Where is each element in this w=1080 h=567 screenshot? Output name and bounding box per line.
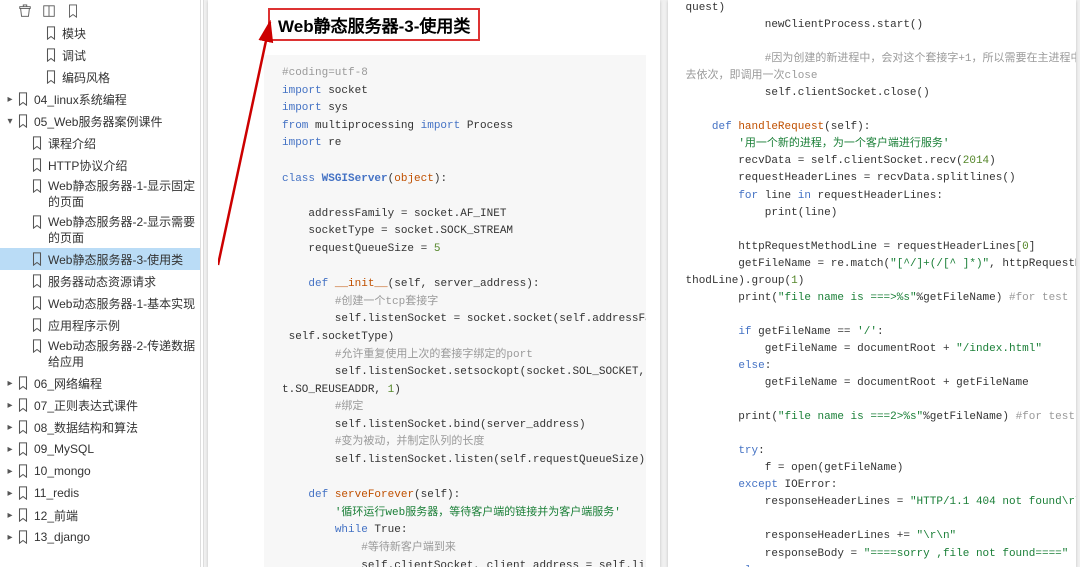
bookmark-icon [30,274,44,288]
sidebar-item[interactable]: 调试 [0,44,200,66]
bookmark-icon [16,398,30,412]
sidebar-item-label: Web静态服务器-1-显示固定的页面 [48,179,196,210]
bookmark-icon [30,252,44,266]
sidebar-item-label: 应用程序示例 [48,317,196,334]
bookmark-icon [16,464,30,478]
caret-right-icon[interactable]: ▸ [4,510,16,521]
page-title: Web静态服务器-3-使用类 [268,8,480,41]
sidebar-item[interactable]: ▸ 06_网络编程 [0,372,200,394]
sidebar-item-label: Web静态服务器-2-显示需要的页面 [48,215,196,246]
caret-right-icon[interactable]: ▸ [4,400,16,411]
sidebar-item[interactable]: Web动态服务器-1-基本实现 [0,292,200,314]
caret-right-icon[interactable]: ▸ [4,532,16,543]
bookmark-icon [16,92,30,106]
sidebar-item[interactable]: 编码风格 [0,66,200,88]
content-area: Web静态服务器-3-使用类 #coding=utf-8 import sock… [204,0,1080,567]
sidebar-toolbar [0,0,200,22]
sidebar-item-label: 05_Web服务器案例课件 [34,113,196,130]
sidebar-item-label: Web动态服务器-2-传递数据给应用 [48,339,196,370]
sidebar-item-label: 09_MySQL [34,442,196,456]
sidebar-item-label: 服务器动态资源请求 [48,273,196,290]
caret-right-icon[interactable]: ▸ [4,422,16,433]
bookmark-icon [30,318,44,332]
bookmark-icon [16,442,30,456]
sidebar-item-label: Web静态服务器-3-使用类 [48,251,196,268]
sidebar-item-label: 06_网络编程 [34,375,196,392]
sidebar-item[interactable]: HTTP协议介绍 [0,154,200,176]
sidebar-item-label: 编码风格 [62,69,196,86]
bookmark-icon [30,296,44,310]
bookmark-icon [16,376,30,390]
sidebar-item-label: 13_django [34,530,196,544]
outline-tree: 模块调试编码风格 ▸ 04_linux系统编程 ▾ 05_Web服务器案例课件课程介绍 H… [0,22,200,548]
sidebar-item[interactable]: ▸ 13_django [0,526,200,548]
sidebar-item-label: 07_正则表达式课件 [34,397,196,414]
caret-right-icon[interactable]: ▸ [4,466,16,477]
sidebar-item[interactable]: ▸ 04_linux系统编程 [0,88,200,110]
sidebar-item[interactable]: ▸ 10_mongo [0,460,200,482]
sidebar-item-label: 04_linux系统编程 [34,91,196,108]
sidebar-item-label: 调试 [62,47,196,64]
sidebar-item[interactable]: 应用程序示例 [0,314,200,336]
caret-right-icon[interactable]: ▸ [4,444,16,455]
bookmark-icon [44,26,58,40]
sidebar-item-label: 08_数据结构和算法 [34,419,196,436]
delete-icon[interactable] [18,4,32,18]
bookmark-icon [44,48,58,62]
page-right: quest) newClientProcess.start() #因为创建的新进… [668,0,1077,567]
bookmark-icon [16,114,30,128]
bookmark-icon [30,158,44,172]
sidebar-item-label: 10_mongo [34,464,196,478]
code-block-left: #coding=utf-8 import socket import sys f… [264,55,646,567]
code-block-right: quest) newClientProcess.start() #因为创建的新进… [668,0,1077,567]
sidebar-item[interactable]: ▸ 11_redis [0,482,200,504]
bookmark-icon [44,70,58,84]
rename-icon[interactable] [42,4,56,18]
sidebar-item[interactable]: Web动态服务器-2-传递数据给应用 [0,336,200,372]
sidebar-item-label: Web动态服务器-1-基本实现 [48,295,196,312]
sidebar-item[interactable]: ▸ 07_正则表达式课件 [0,394,200,416]
bookmark-icon [30,179,44,193]
bookmark-icon [30,339,44,353]
sidebar-item[interactable]: 模块 [0,22,200,44]
bookmark-icon[interactable] [66,4,80,18]
bookmark-icon [16,420,30,434]
sidebar[interactable]: 模块调试编码风格 ▸ 04_linux系统编程 ▾ 05_Web服务器案例课件课程介绍 H… [0,0,200,567]
page-left: Web静态服务器-3-使用类 #coding=utf-8 import sock… [208,0,660,567]
sidebar-item[interactable]: ▸ 09_MySQL [0,438,200,460]
sidebar-item[interactable]: Web静态服务器-2-显示需要的页面 [0,212,200,248]
caret-right-icon[interactable]: ▸ [4,94,16,105]
app-root: 模块调试编码风格 ▸ 04_linux系统编程 ▾ 05_Web服务器案例课件课程介绍 H… [0,0,1080,567]
sidebar-item-label: 11_redis [34,486,196,500]
sidebar-item-label: 模块 [62,25,196,42]
bookmark-icon [16,530,30,544]
sidebar-item[interactable]: ▸ 08_数据结构和算法 [0,416,200,438]
sidebar-item[interactable]: Web静态服务器-1-显示固定的页面 [0,176,200,212]
bookmark-icon [30,136,44,150]
caret-down-icon[interactable]: ▾ [4,116,16,127]
sidebar-item-label: HTTP协议介绍 [48,157,196,174]
sidebar-item[interactable]: ▸ 12_前端 [0,504,200,526]
bookmark-icon [30,215,44,229]
bookmark-icon [16,486,30,500]
caret-right-icon[interactable]: ▸ [4,488,16,499]
caret-right-icon[interactable]: ▸ [4,378,16,389]
sidebar-item-label: 课程介绍 [48,135,196,152]
sidebar-item[interactable]: Web静态服务器-3-使用类 [0,248,200,270]
sidebar-item[interactable]: 服务器动态资源请求 [0,270,200,292]
sidebar-item[interactable]: ▾ 05_Web服务器案例课件 [0,110,200,132]
sidebar-item[interactable]: 课程介绍 [0,132,200,154]
bookmark-icon [16,508,30,522]
sidebar-item-label: 12_前端 [34,507,196,524]
